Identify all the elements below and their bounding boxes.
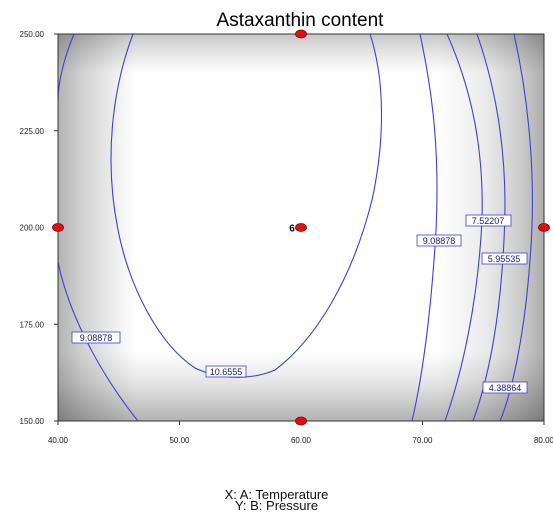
contour-label-5-95535: 5.95535 <box>481 252 528 265</box>
contour-line-9-08878-right <box>411 34 438 421</box>
contour-label-text: 9.08878 <box>423 236 456 246</box>
design-point <box>52 223 64 232</box>
design-point <box>295 223 307 232</box>
chart-title: Astaxanthin content <box>217 10 385 31</box>
contour-label-text: 4.38864 <box>489 383 522 393</box>
y-tick-label: 250.00 <box>20 30 45 39</box>
contour-label-text: 10.6555 <box>210 367 243 377</box>
contour-label-text: 7.52207 <box>472 216 505 226</box>
x-tick-label: 50.00 <box>169 436 190 445</box>
y-tick-label: 175.00 <box>20 320 45 329</box>
design-point <box>295 416 307 426</box>
design-point-count-label: 6 <box>289 224 295 235</box>
contour-label-4-38864: 4.38864 <box>482 381 528 394</box>
x-tick-label: 60.00 <box>291 436 312 445</box>
y-axis-label: Y: B: Pressure <box>234 498 319 513</box>
x-tick-label: 80.00 <box>534 436 553 445</box>
contour-labels: 10.6555 9.08878 9.08878 7.52207 5.95535 … <box>71 214 528 394</box>
y-tick-label: 200.00 <box>20 224 45 233</box>
y-tick-label: 150.00 <box>20 417 45 426</box>
x-tick-label: 40.00 <box>48 436 69 445</box>
contour-label-7-52207: 7.52207 <box>465 214 512 227</box>
x-tick-label: 70.00 <box>412 436 433 445</box>
contour-label-text: 5.95535 <box>488 254 521 264</box>
design-point <box>538 223 550 232</box>
y-tick-label: 225.00 <box>20 127 45 136</box>
x-axis-label: X: A: Temperature <box>224 487 329 502</box>
design-point <box>295 29 307 39</box>
contour-line-4-38864 <box>499 34 533 421</box>
contour-line-5-95535 <box>472 34 506 421</box>
axis-ticks: 40.00 50.00 60.00 70.00 80.00 150.00 175.00 200… <box>20 30 553 445</box>
contour-label-9-08878-left: 9.08878 <box>71 331 121 344</box>
design-points: 6 <box>52 29 550 426</box>
contour-label-9-08878-right: 9.08878 <box>416 234 462 247</box>
contour-label-10-6555: 10.6555 <box>205 365 247 378</box>
contour-label-text: 9.08878 <box>80 333 113 343</box>
